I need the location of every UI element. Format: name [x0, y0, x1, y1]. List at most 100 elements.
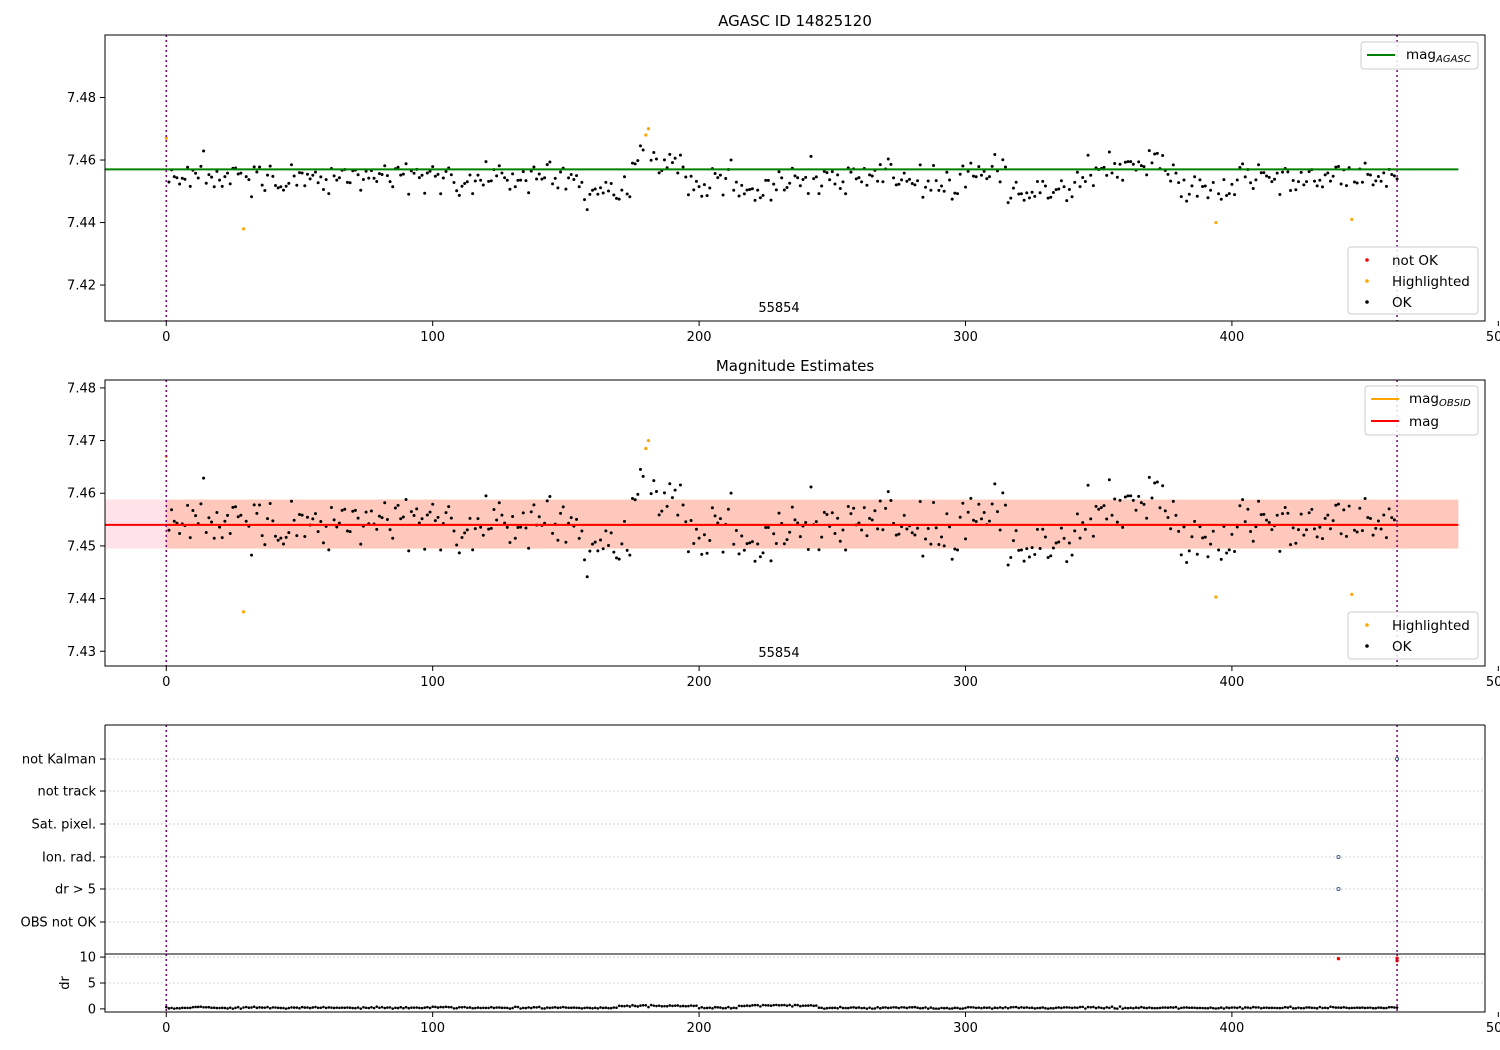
- p1-ok-point-111: [465, 180, 469, 184]
- p4-dr-point-449: [1361, 1006, 1364, 1009]
- p4-dr-point-462: [1395, 1006, 1399, 1009]
- p2-ok-point-440: [1352, 528, 1356, 532]
- p1-ok-point-455: [1392, 174, 1396, 178]
- p4-dr-point-206: [713, 1005, 717, 1009]
- p1-ok-point-88: [404, 162, 408, 166]
- panel-magnitude-estimates: Magnitude Estimates 0 100 200 300 400 500 7.43…: [67, 357, 1500, 690]
- p4-dr-point-34: [255, 1006, 259, 1010]
- p1-ok-point-447: [1371, 183, 1375, 187]
- p2-ok-point-182: [660, 509, 664, 513]
- p4-dr-point-425: [1297, 1006, 1300, 1009]
- p4-dr-point-53: [306, 1006, 309, 1009]
- p2-ok-point-192: [686, 550, 690, 554]
- p1-ok-point-89: [407, 192, 411, 196]
- p4-dr-point-244: [815, 1004, 818, 1007]
- p4-dr-point-233: [785, 1004, 789, 1007]
- p1-ok-point-376: [1177, 181, 1181, 185]
- p4-dr-point-435: [1323, 1006, 1327, 1010]
- p4-dr-point-306: [980, 1006, 983, 1010]
- p4-dr-point-160: [591, 1006, 594, 1010]
- p1-ok-point-150: [569, 172, 573, 176]
- p1-ok-point-396: [1233, 193, 1237, 197]
- p2-ok-point-130: [516, 525, 520, 529]
- p4-dr-point-271: [886, 1006, 890, 1010]
- p4-dr-point-276: [900, 1005, 903, 1009]
- p1-ok-point-176: [638, 144, 642, 148]
- p4-dr-point-86: [394, 1006, 397, 1010]
- p4-dr-point-390: [1203, 1006, 1207, 1010]
- p1-ok-point-168: [617, 197, 621, 201]
- p2-ok-point-18: [215, 510, 219, 514]
- p2-ok-point-307: [993, 482, 997, 486]
- p4-dr-point-406: [1246, 1006, 1250, 1009]
- p2-ok-point-427: [1315, 535, 1319, 539]
- p2-ok-point-15: [207, 516, 211, 520]
- p1-ok-point-330: [1054, 188, 1058, 192]
- p4-dr-point-6: [180, 1006, 184, 1010]
- p1-ok-point-374: [1171, 163, 1175, 167]
- p1-ok-point-344: [1091, 184, 1095, 188]
- p2-ok-point-163: [604, 529, 608, 533]
- p2-ok-point-122: [495, 518, 499, 522]
- p1-ok-point-329: [1051, 191, 1055, 195]
- p4-xtick-label-0: 0: [162, 1021, 170, 1036]
- p2-ok-point-316: [1017, 548, 1021, 552]
- p1-ok-point-406: [1259, 171, 1263, 175]
- p1-legend-swatch-1: [1365, 279, 1369, 283]
- p1-ok-point-243: [822, 169, 826, 173]
- p2-ok-point-290: [948, 525, 952, 529]
- p4-dr-point-384: [1187, 1006, 1191, 1010]
- p2-ok-point-259: [865, 534, 869, 538]
- p1-ok-point-212: [740, 183, 744, 187]
- p1-ok-point-35: [263, 189, 267, 193]
- p2-ok-point-83: [391, 536, 395, 540]
- p4-dr-point-364: [1134, 1006, 1138, 1009]
- p1-ok-point-264: [878, 163, 882, 167]
- p1-ok-point-36: [266, 173, 270, 177]
- p2-ok-point-86: [399, 517, 403, 521]
- p4-dr-point-380: [1177, 1007, 1180, 1010]
- p1-ok-point-237: [806, 191, 810, 195]
- p2-ok-point-184: [665, 504, 669, 508]
- p4-dr-point-64: [335, 1006, 339, 1009]
- p1-ok-point-333: [1062, 185, 1066, 189]
- p2-ok-point-292: [953, 547, 957, 551]
- p1-ok-point-349: [1105, 173, 1109, 177]
- p2-ok-point-67: [348, 530, 352, 534]
- p2-ok-point-322: [1033, 553, 1037, 557]
- p1-ok-point-165: [609, 182, 613, 186]
- p1-ok-point-247: [833, 182, 837, 186]
- p4-dr-point-30: [244, 1005, 248, 1009]
- p1-ok-point-246: [830, 170, 834, 174]
- p2-ok-point-26: [236, 515, 240, 519]
- p2-ok-point-250: [841, 528, 845, 532]
- p1-ok-point-132: [521, 170, 525, 174]
- p1-ok-point-130: [516, 178, 520, 182]
- p4-dr-point-265: [870, 1007, 874, 1010]
- p4-dr-point-263: [865, 1007, 869, 1010]
- p1-ok-point-253: [849, 170, 853, 174]
- p4-dr-point-235: [791, 1005, 794, 1008]
- p4-dr-point-327: [1036, 1006, 1039, 1010]
- p2-ok-point-108: [457, 551, 461, 555]
- p2-ok-point-335: [1067, 541, 1071, 545]
- p4-dr-point-285: [924, 1006, 927, 1009]
- p2-ok-point-19: [218, 525, 222, 529]
- p4-dr-point-227: [769, 1004, 773, 1008]
- p1-ok-point-301: [977, 165, 981, 169]
- p4-dr-point-287: [929, 1006, 933, 1009]
- p1-ok-point-126: [505, 178, 509, 182]
- p4-dr-point-171: [620, 1004, 624, 1008]
- p4-dr-point-122: [489, 1005, 493, 1009]
- p3-flag-label-3: Ion. rad.: [42, 851, 96, 866]
- p1-frame: [104, 34, 1486, 322]
- p2-ok-point-91: [412, 513, 416, 517]
- p2-ok-point-252: [846, 505, 850, 509]
- p1-ok-point-403: [1251, 186, 1255, 190]
- p1-ok-point-191: [684, 175, 688, 179]
- p1-ok-point-81: [385, 174, 389, 178]
- p4-dr-point-388: [1198, 1006, 1202, 1010]
- p1-ok-point-300: [974, 175, 978, 179]
- p1-ok-point-351: [1110, 171, 1114, 175]
- p4-dr-point-126: [500, 1006, 504, 1010]
